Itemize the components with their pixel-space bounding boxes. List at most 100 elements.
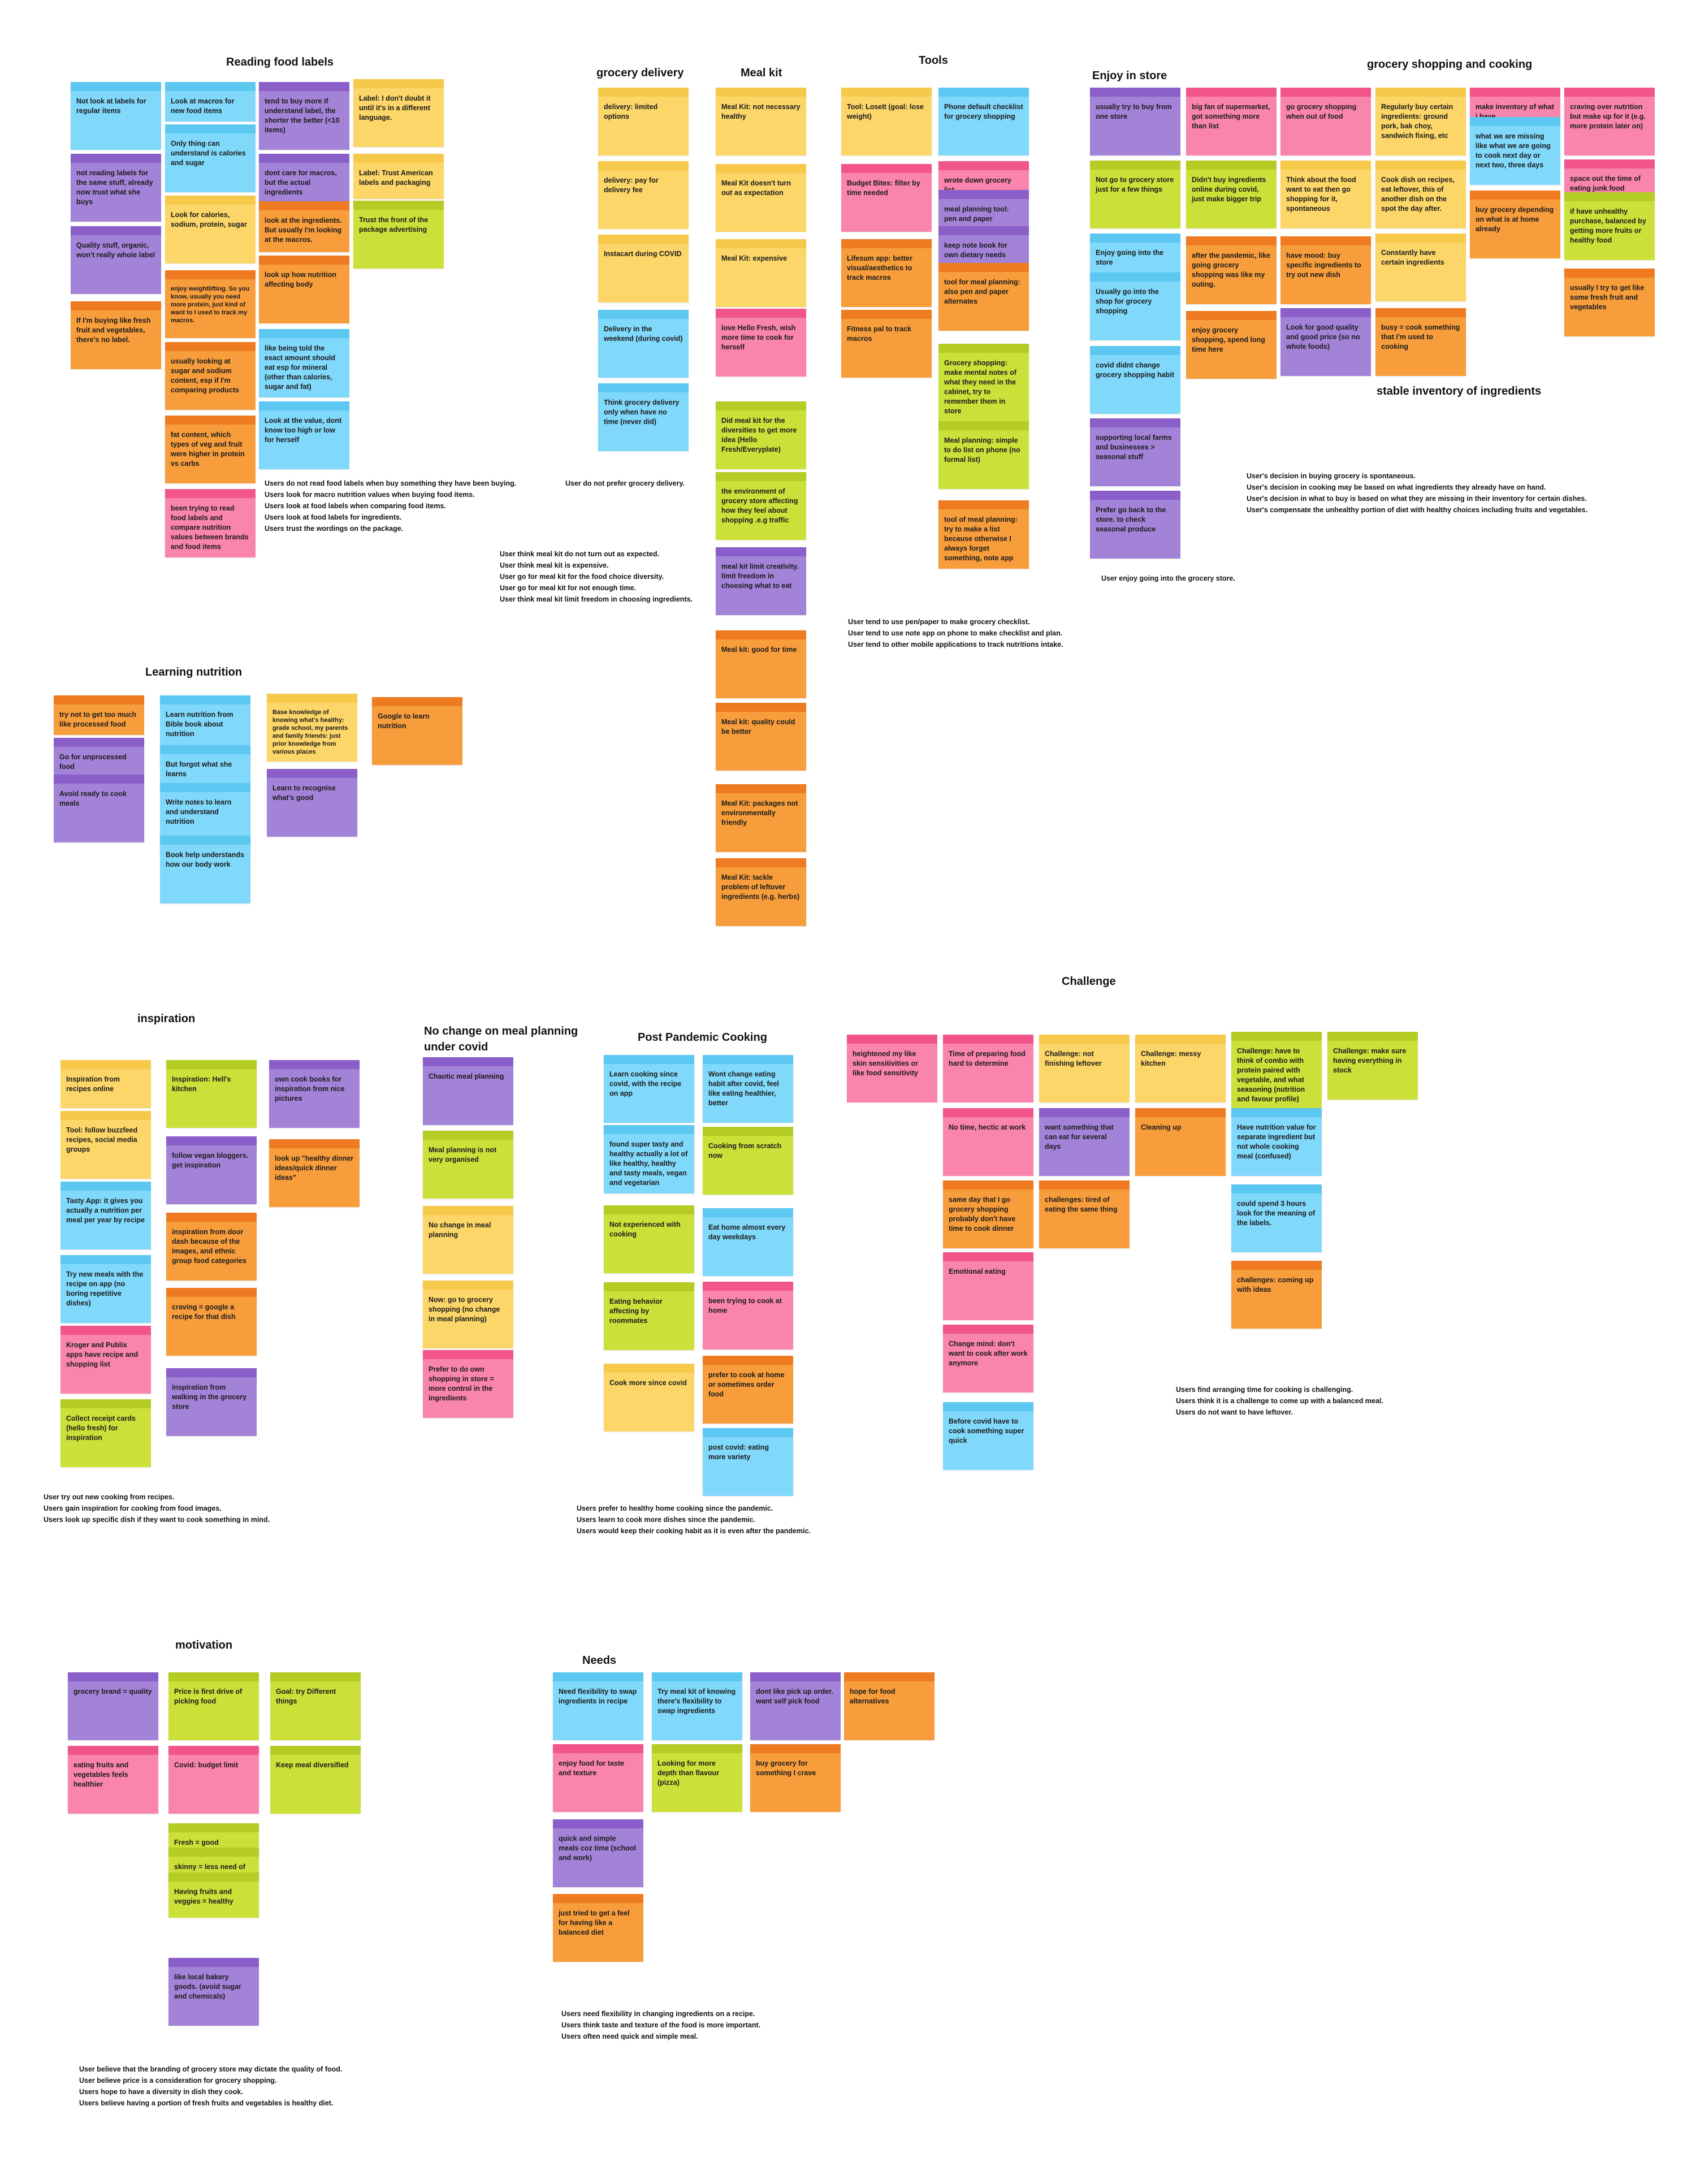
sticky-note[interactable]: go grocery shopping when out of food bbox=[1280, 88, 1371, 155]
sticky-note[interactable]: busy = cook something that i'm used to c… bbox=[1375, 308, 1466, 376]
sticky-note[interactable]: Prefer go back to the store. to check se… bbox=[1090, 491, 1180, 559]
sticky-note[interactable]: craving = google a recipe for that dish bbox=[166, 1288, 257, 1356]
sticky-note[interactable]: try not to get too much like processed f… bbox=[54, 695, 144, 735]
sticky-note[interactable]: same day that I go grocery shopping prob… bbox=[943, 1180, 1033, 1248]
sticky-note[interactable]: Having fruits and veggies = healthy bbox=[168, 1872, 259, 1918]
sticky-note[interactable]: Meal Kit: packages not environmentally f… bbox=[716, 784, 806, 852]
sticky-note[interactable]: Meal kit: quality could be better bbox=[716, 703, 806, 771]
sticky-note[interactable]: Tool: LoseIt (goal: lose weight) bbox=[841, 88, 932, 155]
sticky-note[interactable]: enjoy weightlifting. So you know, usuall… bbox=[165, 270, 256, 338]
sticky-note[interactable]: Cleaning up bbox=[1135, 1108, 1226, 1176]
sticky-note[interactable]: Regularly buy certain ingredients: groun… bbox=[1375, 88, 1466, 155]
sticky-note[interactable]: Emotional eating bbox=[943, 1252, 1033, 1320]
sticky-note[interactable]: Base knowledge of knowing what's healthy… bbox=[267, 694, 357, 762]
sticky-note[interactable]: inspiration from door dash because of th… bbox=[166, 1213, 257, 1281]
sticky-note[interactable]: Wont change eating habit after covid, fe… bbox=[703, 1055, 793, 1123]
sticky-note[interactable]: dont like pick up order. want self pick … bbox=[750, 1672, 841, 1740]
sticky-note[interactable]: Challenge: messy kitchen bbox=[1135, 1035, 1226, 1102]
sticky-note[interactable]: found super tasty and healthy actually a… bbox=[604, 1125, 694, 1193]
sticky-note[interactable]: Google to learn nutrition bbox=[372, 697, 462, 765]
sticky-note[interactable]: Try new meals with the recipe on app (no… bbox=[60, 1255, 151, 1323]
sticky-note[interactable]: meal planning tool: pen and paper bbox=[938, 190, 1029, 230]
sticky-note[interactable]: Look at the value, dont know too high or… bbox=[259, 401, 349, 469]
sticky-note[interactable]: Instacart during COVID bbox=[598, 235, 689, 302]
sticky-note[interactable]: Now: go to grocery shopping (no change i… bbox=[423, 1281, 513, 1348]
sticky-note[interactable]: own cook books for inspiration from nice… bbox=[269, 1060, 360, 1128]
sticky-note[interactable]: Meal planning is not very organised bbox=[423, 1131, 513, 1199]
sticky-note[interactable]: Label: I don't doubt it until it's in a … bbox=[353, 79, 444, 147]
sticky-note[interactable]: Learn cooking since covid, with the reci… bbox=[604, 1055, 694, 1123]
sticky-note[interactable]: craving over nutrition but make up for i… bbox=[1564, 88, 1655, 155]
sticky-note[interactable]: if have unhealthy purchase, balanced by … bbox=[1564, 192, 1655, 260]
sticky-note[interactable]: Meal Kit: not necessary healthy bbox=[716, 88, 806, 155]
sticky-note[interactable]: after the pandemic, like going grocery s… bbox=[1186, 236, 1277, 304]
sticky-note[interactable]: follow vegan bloggers. get inspiration bbox=[166, 1136, 257, 1204]
sticky-note[interactable]: Eating behavior affecting by roommates bbox=[604, 1282, 694, 1350]
sticky-note[interactable]: Cooking from scratch now bbox=[703, 1127, 793, 1195]
sticky-note[interactable]: Learn to recognise what's good bbox=[267, 769, 357, 837]
sticky-note[interactable]: tool of meal planning: try to make a lis… bbox=[938, 500, 1029, 569]
sticky-note[interactable]: look up "healthy dinner ideas/quick dinn… bbox=[269, 1139, 360, 1207]
sticky-note[interactable]: Kroger and Publix apps have recipe and s… bbox=[60, 1326, 151, 1394]
sticky-note[interactable]: buy grocery depending on what is at home… bbox=[1470, 191, 1560, 258]
sticky-note[interactable]: delivery: pay for delivery fee bbox=[598, 161, 689, 229]
sticky-note[interactable]: Keep meal diversified bbox=[270, 1746, 361, 1814]
sticky-note[interactable]: Covid: budget limit bbox=[168, 1746, 259, 1814]
sticky-note[interactable]: Meal planning: simple to do list on phon… bbox=[938, 421, 1029, 489]
sticky-note[interactable]: But forgot what she learns bbox=[160, 745, 250, 785]
sticky-note[interactable]: Challenge: have to think of combo with p… bbox=[1231, 1032, 1322, 1110]
sticky-note[interactable]: Book help understands how our body work bbox=[160, 836, 250, 903]
sticky-note[interactable]: Eat home almost every day weekdays bbox=[703, 1208, 793, 1276]
sticky-note[interactable]: Inspiration: Hell's kitchen bbox=[166, 1060, 257, 1128]
sticky-note[interactable]: No time, hectic at work bbox=[943, 1108, 1033, 1176]
sticky-note[interactable]: usually looking at sugar and sodium cont… bbox=[165, 342, 256, 410]
sticky-note[interactable]: inspiration from walking in the grocery … bbox=[166, 1368, 257, 1436]
sticky-note[interactable]: been trying to read food labels and comp… bbox=[165, 489, 256, 557]
sticky-note[interactable]: Price is first drive of picking food bbox=[168, 1672, 259, 1740]
sticky-note[interactable]: eating fruits and vegetables feels healt… bbox=[68, 1746, 158, 1814]
sticky-note[interactable]: like local bakery goods. (avoid sugar an… bbox=[168, 1958, 259, 2026]
sticky-note[interactable]: Need flexibility to swap ingredients in … bbox=[553, 1672, 643, 1740]
sticky-note[interactable]: tool for meal planning: also pen and pap… bbox=[938, 263, 1029, 331]
sticky-note[interactable]: Didn't buy ingredients online during cov… bbox=[1186, 161, 1277, 228]
sticky-note[interactable]: want something that can eat for several … bbox=[1039, 1108, 1130, 1176]
sticky-note[interactable]: delivery: limited options bbox=[598, 88, 689, 155]
sticky-note[interactable]: Fitness pal to track macros bbox=[841, 310, 932, 378]
sticky-note[interactable]: tend to buy more if understand label, th… bbox=[259, 82, 349, 150]
sticky-note[interactable]: Did meal kit for the diversities to get … bbox=[716, 401, 806, 469]
sticky-note[interactable]: Trust the front of the package advertisi… bbox=[353, 201, 444, 269]
sticky-note[interactable]: Cook dish on recipes, eat leftover, this… bbox=[1375, 161, 1466, 228]
sticky-note[interactable]: Grocery shopping: make mental notes of w… bbox=[938, 344, 1029, 422]
sticky-note[interactable]: Go for unprocessed food bbox=[54, 738, 144, 777]
sticky-note[interactable]: Meal Kit: tackle problem of leftover ing… bbox=[716, 858, 806, 926]
sticky-note[interactable]: supporting local farms and businesses > … bbox=[1090, 418, 1180, 486]
sticky-note[interactable]: Goal: try Different things bbox=[270, 1672, 361, 1740]
sticky-note[interactable]: look at the ingredients. But usually I'm… bbox=[259, 201, 349, 252]
sticky-note[interactable]: Meal Kit: expensive bbox=[716, 239, 806, 307]
sticky-note[interactable]: love Hello Fresh, wish more time to cook… bbox=[716, 309, 806, 377]
sticky-note[interactable]: Prefer to do own shopping in store = mor… bbox=[423, 1350, 513, 1418]
sticky-note[interactable]: fat content, which types of veg and frui… bbox=[165, 416, 256, 483]
sticky-note[interactable]: Have nutrition value for separate ingred… bbox=[1231, 1108, 1322, 1176]
sticky-note[interactable]: Not experienced with cooking bbox=[604, 1205, 694, 1273]
sticky-note[interactable]: If I'm buying like fresh fruit and veget… bbox=[71, 301, 161, 369]
sticky-note[interactable]: Tool: follow buzzfeed recipes, social me… bbox=[60, 1111, 151, 1179]
sticky-note[interactable]: post covid: eating more variety bbox=[703, 1428, 793, 1496]
sticky-note[interactable]: Challenge: not finishing leftover bbox=[1039, 1035, 1130, 1102]
sticky-note[interactable]: Chaotic meal planning bbox=[423, 1057, 513, 1125]
sticky-note[interactable]: Only thing can understand is calories an… bbox=[165, 124, 256, 192]
sticky-note[interactable]: meal kit limit creativity. limit freedom… bbox=[716, 547, 806, 615]
sticky-note[interactable]: Challenge: make sure having everything i… bbox=[1327, 1032, 1418, 1100]
sticky-note[interactable]: Delivery in the weekend (during covid) bbox=[598, 310, 689, 378]
sticky-note[interactable]: prefer to cook at home or sometimes orde… bbox=[703, 1356, 793, 1424]
sticky-note[interactable]: not reading labels for the same stuff, a… bbox=[71, 154, 161, 222]
sticky-note[interactable]: Budget Bites: filter by time needed bbox=[841, 164, 932, 232]
sticky-note[interactable]: usually try to buy from one store bbox=[1090, 88, 1180, 155]
sticky-note[interactable]: heightened my like skin sensitivities or… bbox=[847, 1035, 937, 1102]
sticky-note[interactable]: quick and simple meals coz time (school … bbox=[553, 1819, 643, 1887]
sticky-note[interactable]: Try meal kit of knowing there's flexibil… bbox=[652, 1672, 742, 1740]
sticky-note[interactable]: Look for calories, sodium, protein, suga… bbox=[165, 196, 256, 263]
sticky-note[interactable]: Time of preparing food hard to determine bbox=[943, 1035, 1033, 1102]
sticky-note[interactable]: Quality stuff, organic, won't really who… bbox=[71, 226, 161, 294]
sticky-note[interactable]: Meal kit: good for time bbox=[716, 630, 806, 698]
